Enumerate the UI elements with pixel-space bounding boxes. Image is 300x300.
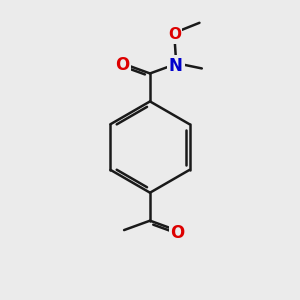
Text: N: N xyxy=(169,57,183,75)
Text: O: O xyxy=(168,27,181,42)
Text: O: O xyxy=(170,224,184,242)
Text: O: O xyxy=(115,56,129,74)
